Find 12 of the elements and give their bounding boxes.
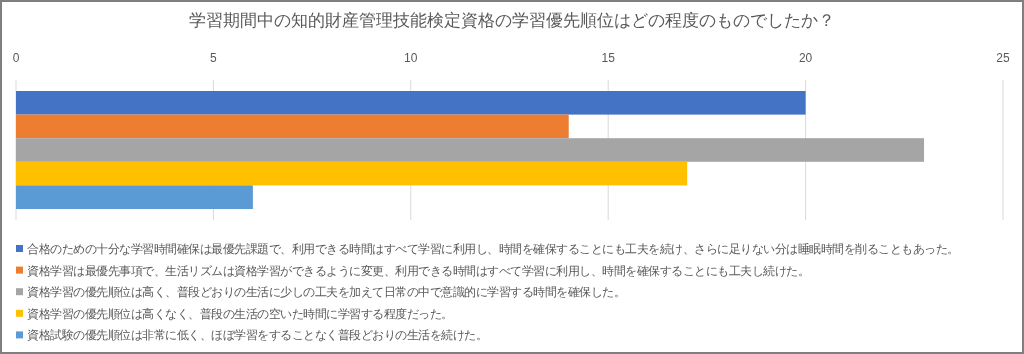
legend-label: 資格学習は最優先事項で、生活リズムは資格学習ができるように変更、利用できる時間はすべて学習に利用し、時間を確保することにも工夫し続けた。 [27, 263, 809, 278]
legend-label: 資格学習の優先順位は高く、普段どおりの生活に少しの工夫を加えて日常の中で意識的に学習する時間を確保した。 [27, 285, 625, 300]
x-tick-label: 10 [404, 51, 418, 65]
x-tick-label: 5 [210, 51, 218, 65]
x-tick-label: 15 [601, 51, 616, 65]
legend-label: 資格試験の優先順位は非常に低く、ほぼ学習をすることなく普段どおりの生活を続けた。 [27, 328, 487, 343]
legend-label: 資格学習の優先順位は高くなく、普段の生活の空いた時間に学習する程度だった。 [27, 306, 453, 321]
legend-label: 合格のための十分な学習時間確保は最優先課題で、利用できる時間はすべて学習に利用し、時間を確保することにも工夫を続け、さらに足りない分は睡眠時間を削ることもあった。 [27, 242, 959, 256]
title: 学習期間中の知的財産管理技能検定資格の学習優先順位はどの程度のものでしたか？ [189, 11, 835, 30]
x-tick-label: 0 [12, 51, 20, 65]
x-tick-label: 20 [798, 51, 813, 65]
x-tick-label: 25 [996, 51, 1010, 65]
